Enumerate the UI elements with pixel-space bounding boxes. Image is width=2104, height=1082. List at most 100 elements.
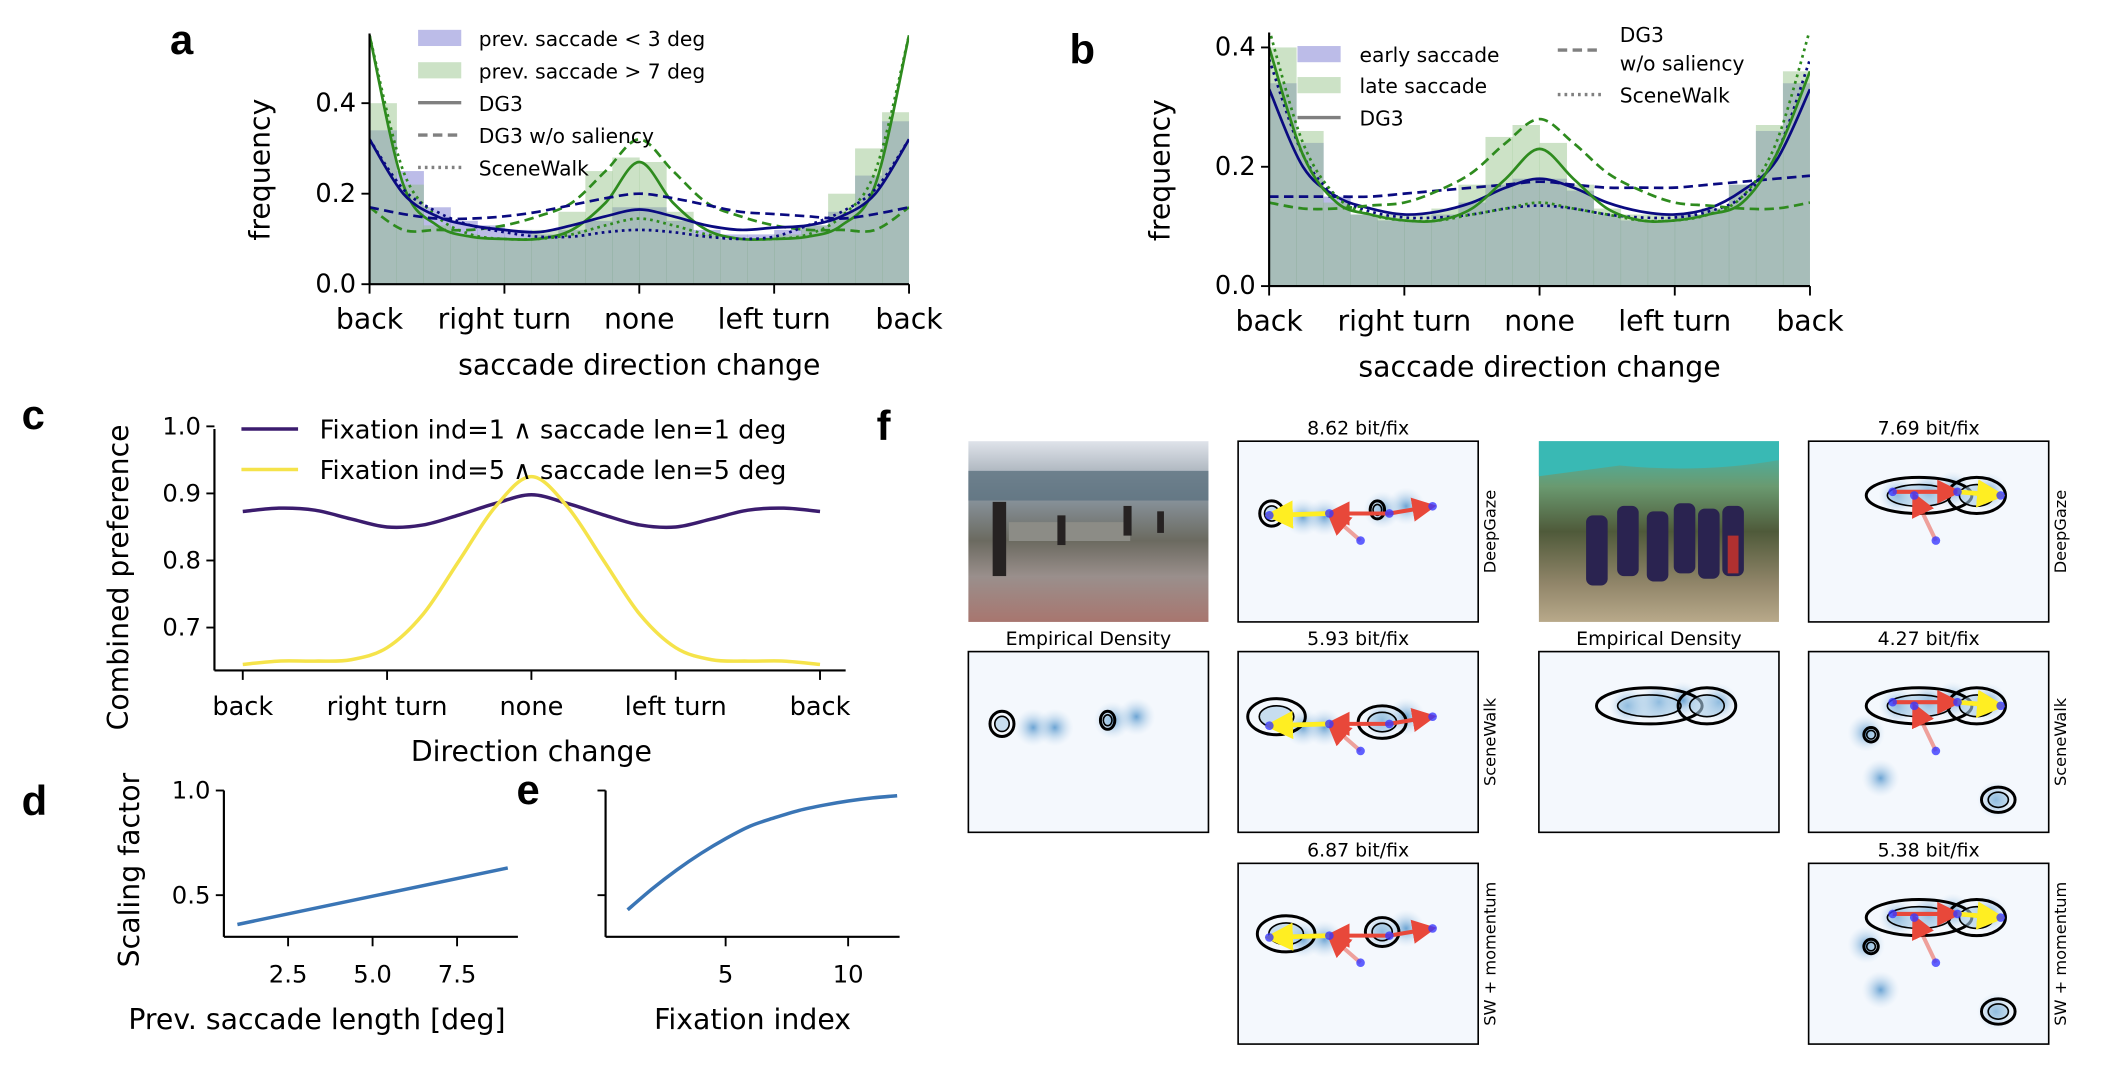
cloth-shape <box>1727 535 1739 574</box>
fixation-point <box>1931 536 1941 545</box>
fixation-point <box>1953 909 1962 919</box>
panel-a-legend-label: prev. saccade > 7 deg <box>479 59 705 83</box>
density-blob <box>1387 487 1426 526</box>
person-shape <box>1673 503 1696 574</box>
umbrella-shape <box>1538 441 1779 477</box>
contour-line-inner <box>1616 694 1682 718</box>
fixation-point <box>1931 746 1941 756</box>
fixation-point <box>1996 701 2006 711</box>
fixation-point <box>1325 719 1334 729</box>
panel-a-legend-swatch <box>418 62 462 79</box>
contour-line <box>1862 937 1880 956</box>
panel-c-y-tick-label: 0.8 <box>162 546 201 575</box>
panel-a-hist-bar <box>477 225 505 285</box>
panel-b-legend-label: late saccade <box>1360 74 1488 98</box>
model-score-label: 6.87 bit/fix <box>1307 840 1409 862</box>
model-density-map-scenewalk <box>1807 650 2050 834</box>
panel-d-curve <box>237 866 509 927</box>
fixation-point <box>1356 746 1365 756</box>
panel-a-curve-dg3 <box>369 138 910 234</box>
panel-a-hist-bar <box>504 238 532 285</box>
fixation-point <box>1325 509 1334 518</box>
panel-b-hist-bar <box>1377 220 1405 287</box>
panel-b-hist-bar <box>1431 214 1459 287</box>
fixation-point <box>1428 924 1437 933</box>
model-density-map-scenewalk <box>1237 650 1480 834</box>
saccade-arrow <box>1912 702 1938 752</box>
panel-a-hist-bar <box>531 234 559 285</box>
next-saccade-arrow <box>1264 500 1330 529</box>
panel-a-legend-swatch <box>418 29 462 47</box>
model-score-label: 5.38 bit/fix <box>1878 840 1980 862</box>
panel-a-curve-dg3 <box>369 34 910 242</box>
fixation-point <box>1909 701 1919 711</box>
model-row-label: SceneWalk <box>2051 697 2070 786</box>
model-score-label: 4.27 bit/fix <box>1878 628 1980 650</box>
panel-c-y-tick-label: 0.7 <box>162 613 201 642</box>
panel-letter-a: a <box>170 16 194 63</box>
panel-a-legend-label: SceneWalk <box>479 156 589 180</box>
fixation-point <box>1888 487 1897 497</box>
steps-shape <box>1008 522 1131 541</box>
model-row-label: DeepGaze <box>1481 490 1500 574</box>
fixation-point <box>1888 909 1897 919</box>
panel-c-y-tick-label: 0.9 <box>162 479 201 508</box>
panel-e-x-tick-label: 5 <box>718 960 733 989</box>
empirical-density-title: Empirical Density <box>1006 628 1172 650</box>
saccade-arrow <box>1389 708 1437 732</box>
panel-c-y-label: Combined preference <box>102 424 135 730</box>
next-saccade-arrow <box>1957 479 2006 508</box>
model-score-label: 5.93 bit/fix <box>1307 628 1409 650</box>
panel-c-legend-label: Fixation ind=1 ∧ saccade len=1 deg <box>320 415 787 445</box>
person-shape <box>1646 511 1669 582</box>
panel-b-hist-bar <box>1620 214 1649 287</box>
panel-d-y-tick-label: 0.5 <box>172 880 211 909</box>
panel-f-scanpath-examples: Empirical Density 8.62 bit/fix DeepGaze 5.9… <box>967 417 2070 1045</box>
panel-b-y-tick-label: 0.2 <box>1215 152 1256 182</box>
panel-c-legend-label: Fixation ind=5 ∧ saccade len=5 deg <box>320 456 787 486</box>
fixation-point <box>1996 491 2006 500</box>
panel-letter-e: e <box>517 766 540 813</box>
fixation-point <box>1428 712 1437 721</box>
panel-a-legend-label: DG3 <box>479 92 523 116</box>
panel-e-chart: 5 10 Fixation index <box>597 789 900 1036</box>
panel-a-y-tick-label: 0.4 <box>315 88 356 118</box>
contour-line-inner <box>1865 941 1877 952</box>
panel-b-legend-label: DG3 <box>1620 23 1664 47</box>
model-density-map-deepgaze <box>1807 440 2050 623</box>
density-blob <box>1305 498 1344 536</box>
panel-b-hist-bar <box>1701 208 1730 287</box>
panel-a-hist-bar <box>747 238 775 285</box>
contour-line-inner <box>1688 694 1726 718</box>
panel-b-hist-bar <box>1323 202 1351 287</box>
panel-a-x-tick-label: back <box>875 303 943 336</box>
panel-a-plot-area <box>369 34 910 285</box>
density-blob <box>1861 970 1900 1009</box>
model-row-label: SceneWalk <box>1481 697 1500 786</box>
panel-b-x-tick-label: right turn <box>1338 305 1472 338</box>
panel-a-x-label: saccade direction change <box>458 349 820 382</box>
panel-b-hist-bar <box>1512 178 1540 287</box>
contour-line-inner <box>1865 729 1877 740</box>
panel-b-hist-bar <box>1566 184 1595 287</box>
person-shape <box>1157 511 1164 533</box>
fixation-point <box>1265 510 1274 520</box>
panel-b-hist-bar <box>1647 220 1676 287</box>
panel-c-x-tick-label: right turn <box>327 692 448 722</box>
panel-b-hist-bar <box>1674 214 1703 287</box>
saccade-arrow <box>1389 497 1437 522</box>
model-density-map-sw-momentum <box>1807 862 2050 1045</box>
panel-c-x-label: Direction change <box>411 735 652 768</box>
panel-a-hist-bar <box>720 234 748 285</box>
panel-e-x-label: Fixation index <box>654 1003 851 1036</box>
panel-b-hist-bar <box>1350 214 1378 287</box>
contour-line-inner <box>993 715 1011 733</box>
panel-b-hist-bar <box>1269 83 1297 287</box>
panel-b-hist-bar <box>1404 220 1432 287</box>
fixation-point <box>1931 958 1941 968</box>
panel-b-x-label: saccade direction change <box>1358 350 1720 383</box>
panel-d-x-tick-label: 7.5 <box>438 960 477 989</box>
panel-b-y-tick-label: 0.4 <box>1215 33 1256 63</box>
fixation-point <box>1356 958 1365 968</box>
